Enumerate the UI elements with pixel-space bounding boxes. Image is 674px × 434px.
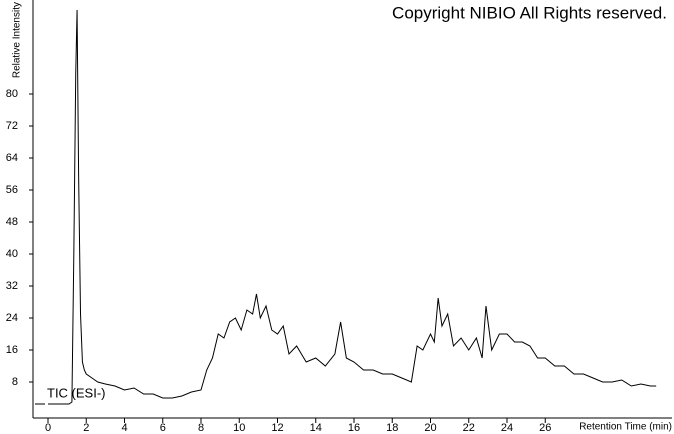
x-tick-label: 20 [424,422,436,434]
x-tick-label: 6 [160,422,166,434]
y-tick-label: 80 [6,88,18,100]
x-tick-label: 16 [348,422,360,434]
x-tick-label: 8 [198,422,204,434]
x-tick-label: 12 [271,422,283,434]
legend-label: TIC (ESI-) [47,385,106,400]
y-tick-label: 16 [6,344,18,356]
x-axis-label: Retention Time (min) [579,422,672,433]
y-tick-label: 64 [6,152,18,164]
y-tick-label: 8 [12,376,18,388]
x-tick-label: 14 [310,422,322,434]
y-tick-label: 56 [6,184,18,196]
y-tick-label: 40 [6,248,18,260]
x-tick-label: 26 [539,422,551,434]
x-tick-label: 24 [501,422,513,434]
series-line [48,9,657,405]
x-tick-label: 2 [83,422,89,434]
y-tick-label: 72 [6,120,18,132]
x-tick-label: 4 [121,422,127,434]
y-tick-label: 24 [6,312,18,324]
x-tick-label: 22 [463,422,475,434]
x-tick-label: 18 [386,422,398,434]
y-tick-label: 32 [6,280,18,292]
y-tick-label: 48 [6,216,18,228]
chart-title: Copyright NIBIO All Rights reserved. [392,3,667,22]
x-tick-label: 0 [45,422,51,434]
x-tick-label: 10 [233,422,245,434]
y-axis-label: Relative Intensity [12,2,23,78]
